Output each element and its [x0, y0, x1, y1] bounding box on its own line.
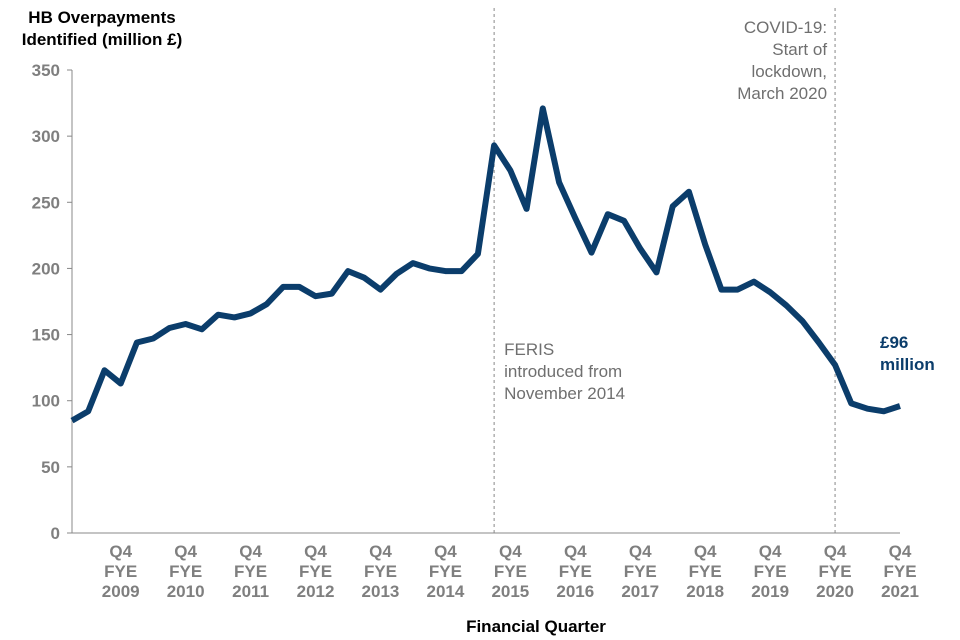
x-tick-label: Q4 FYE 2011 [232, 542, 269, 601]
annotation: £96 [880, 333, 908, 352]
annotation: November 2014 [504, 384, 625, 403]
x-axis-title: Financial Quarter [466, 617, 606, 636]
x-tick-label: Q4 FYE 2013 [362, 542, 400, 601]
x-tick-label: Q4 FYE 2010 [167, 542, 205, 601]
annotation: March 2020 [737, 84, 827, 103]
x-tick-label: Q4 FYE 2020 [816, 542, 854, 601]
x-tick-label: Q4 FYE 2012 [297, 542, 335, 601]
y-tick-label: 50 [41, 458, 60, 477]
y-tick-label: 150 [32, 326, 60, 345]
x-tick-label: Q4 FYE 2016 [556, 542, 594, 601]
x-tick-label: Q4 FYE 2019 [751, 542, 789, 601]
y-axis-title: Identified (million £) [22, 30, 183, 49]
y-tick-label: 200 [32, 259, 60, 278]
annotation: introduced from [504, 362, 622, 381]
y-tick-label: 0 [51, 524, 60, 543]
x-tick-label: Q4 FYE 2014 [426, 542, 464, 601]
annotation: Start of [772, 40, 827, 59]
x-tick-label: Q4 FYE 2009 [102, 542, 140, 601]
annotation: FERIS [504, 340, 554, 359]
y-tick-label: 250 [32, 193, 60, 212]
x-tick-label: Q4 FYE 2021 [881, 542, 919, 601]
x-tick-label: Q4 FYE 2015 [491, 542, 529, 601]
y-tick-label: 100 [32, 392, 60, 411]
y-tick-label: 300 [32, 127, 60, 146]
annotation: lockdown, [751, 62, 827, 81]
annotation: million [880, 355, 935, 374]
data-line [70, 105, 901, 424]
x-tick-label: Q4 FYE 2017 [621, 542, 659, 601]
y-axis-title: HB Overpayments [28, 8, 175, 27]
x-tick-label: Q4 FYE 2018 [686, 542, 724, 601]
y-tick-label: 350 [32, 61, 60, 80]
annotation: COVID-19: [744, 18, 827, 37]
